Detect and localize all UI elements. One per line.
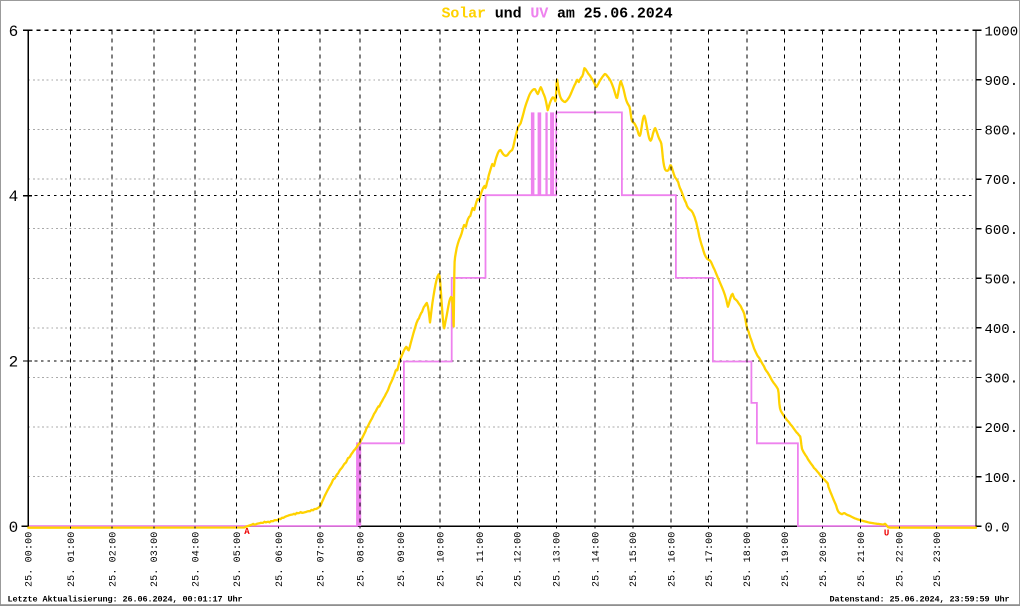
svg-text:U: U xyxy=(884,529,889,539)
svg-text:25. 19:00: 25. 19:00 xyxy=(781,532,792,587)
svg-text:25. 12:00: 25. 12:00 xyxy=(514,532,525,587)
svg-text:25. 02:00: 25. 02:00 xyxy=(109,532,120,587)
svg-text:25. 06:00: 25. 06:00 xyxy=(275,532,286,587)
svg-text:300.0: 300.0 xyxy=(985,372,1020,388)
svg-text:Letzte Aktualisierung: 26.06.2: Letzte Aktualisierung: 26.06.2024, 00:01… xyxy=(8,595,243,605)
svg-text:25. 16:00: 25. 16:00 xyxy=(667,532,678,587)
svg-text:600.0: 600.0 xyxy=(985,223,1020,239)
svg-text:2: 2 xyxy=(9,354,19,372)
svg-text:25. 00:00: 25. 00:00 xyxy=(25,532,36,587)
svg-text:25. 14:00: 25. 14:00 xyxy=(591,532,602,587)
svg-text:Datenstand: 25.06.2024, 23:59:: Datenstand: 25.06.2024, 23:59:59 Uhr xyxy=(829,595,1009,605)
svg-text:25. 15:00: 25. 15:00 xyxy=(629,532,640,587)
svg-text:A: A xyxy=(244,527,250,537)
svg-text:25. 23:00: 25. 23:00 xyxy=(933,532,944,587)
svg-text:25. 10:00: 25. 10:00 xyxy=(436,532,447,587)
svg-text:0: 0 xyxy=(9,519,19,537)
svg-text:25. 01:00: 25. 01:00 xyxy=(67,532,78,587)
svg-text:25. 11:00: 25. 11:00 xyxy=(476,532,487,587)
svg-text:100.0: 100.0 xyxy=(985,471,1020,487)
svg-text:400.0: 400.0 xyxy=(985,322,1020,338)
svg-text:25. 07:00: 25. 07:00 xyxy=(317,532,328,587)
svg-text:500.0: 500.0 xyxy=(985,272,1020,288)
svg-text:1000.0: 1000.0 xyxy=(985,24,1020,40)
svg-text:0.0: 0.0 xyxy=(985,520,1010,536)
svg-text:25. 04:00: 25. 04:00 xyxy=(192,532,203,587)
svg-text:4: 4 xyxy=(9,188,19,206)
svg-text:25. 03:00: 25. 03:00 xyxy=(150,532,161,587)
svg-text:800.0: 800.0 xyxy=(985,124,1020,140)
svg-text:25. 20:00: 25. 20:00 xyxy=(819,532,830,587)
svg-text:200.0: 200.0 xyxy=(985,421,1020,437)
svg-text:25. 17:00: 25. 17:00 xyxy=(705,532,716,587)
svg-text:900.0: 900.0 xyxy=(985,74,1020,90)
svg-text:25. 13:00: 25. 13:00 xyxy=(553,532,564,587)
svg-text:25. 05:00: 25. 05:00 xyxy=(233,532,244,587)
svg-text:Solar und UV am 25.06.2024: Solar und UV am 25.06.2024 xyxy=(442,6,673,23)
svg-text:25. 22:00: 25. 22:00 xyxy=(896,532,907,587)
svg-text:25. 08:00: 25. 08:00 xyxy=(357,532,368,587)
svg-text:25. 09:00: 25. 09:00 xyxy=(397,532,408,587)
svg-text:700.0: 700.0 xyxy=(985,173,1020,189)
svg-text:25. 21:00: 25. 21:00 xyxy=(857,532,868,587)
svg-text:25. 18:00: 25. 18:00 xyxy=(743,532,754,587)
svg-text:6: 6 xyxy=(9,23,19,41)
